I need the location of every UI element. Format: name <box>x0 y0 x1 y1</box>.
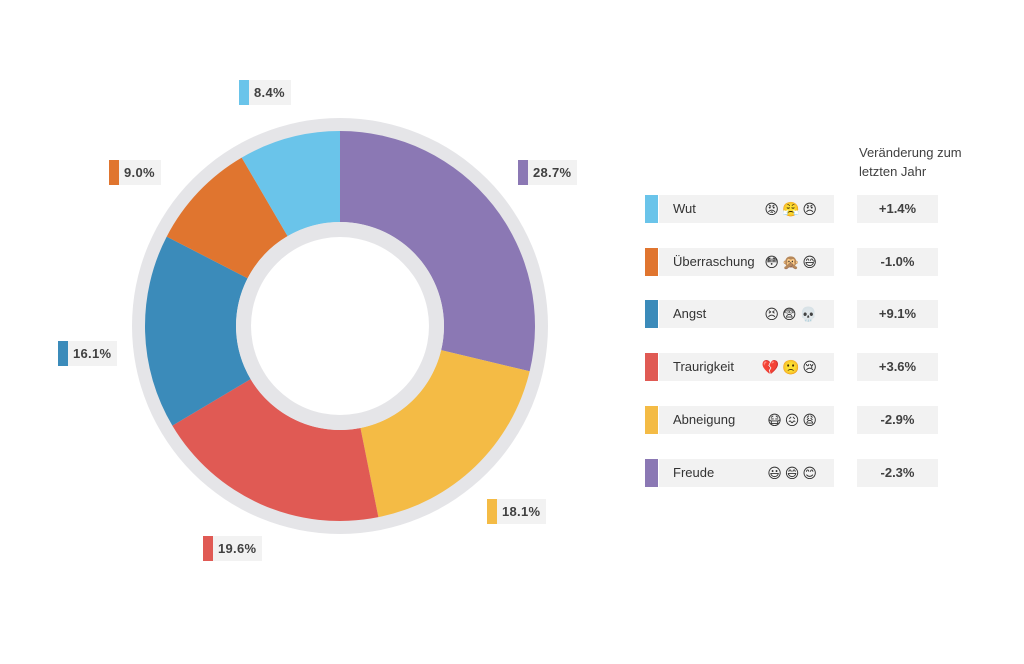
donut-slice-freude <box>340 131 535 372</box>
legend-row-wut: Wut 😡😤😠 +1.4% <box>645 195 938 223</box>
legend-label: Freude <box>673 465 715 480</box>
legend-label: Abneigung <box>673 412 736 427</box>
legend-emojis: 😣😨💀 <box>764 306 820 322</box>
slice-label-ueberraschung: 9.0% <box>109 160 161 185</box>
legend-emojis: 😃😄😊 <box>767 465 820 481</box>
legend-swatch <box>645 248 658 276</box>
legend-row-freude: Freude 😃😄😊 -2.3% <box>645 459 938 487</box>
legend-label-box: Traurigkeit 💔🙁😢 <box>659 353 834 381</box>
legend-row-abneigung: Abneigung 😷😖😩 -2.9% <box>645 406 938 434</box>
legend-emojis: 😳🙊😅 <box>764 254 820 270</box>
legend-header: Veränderung zum letzten Jahr <box>859 145 962 179</box>
legend-change-value: +1.4% <box>857 195 938 223</box>
legend-label: Traurigkeit <box>673 359 734 374</box>
slice-label-value: 18.1% <box>497 499 547 524</box>
legend-change-value: -1.0% <box>857 248 938 276</box>
legend-emojis: 💔🙁😢 <box>761 359 820 375</box>
slice-label-swatch <box>203 536 213 561</box>
slice-label-freude: 28.7% <box>518 160 578 185</box>
legend-change-value: -2.9% <box>857 406 938 434</box>
legend-change-value: -2.3% <box>857 459 938 487</box>
slice-label-value: 8.4% <box>249 80 291 105</box>
slice-label-swatch <box>518 160 528 185</box>
legend-swatch <box>645 195 658 223</box>
slice-label-swatch <box>239 80 249 105</box>
legend-label-box: Überraschung 😳🙊😅 <box>659 248 834 276</box>
slice-label-value: 9.0% <box>119 160 161 185</box>
donut-slice-ueberraschung <box>166 157 288 279</box>
legend-row-angst: Angst 😣😨💀 +9.1% <box>645 300 938 328</box>
slice-label-swatch <box>109 160 119 185</box>
slice-label-value: 19.6% <box>213 536 263 561</box>
donut-hole <box>251 237 429 415</box>
legend-row-ueberraschung: Überraschung 😳🙊😅 -1.0% <box>645 248 938 276</box>
slice-label-wut: 8.4% <box>239 80 291 105</box>
legend-change-value: +9.1% <box>857 300 938 328</box>
legend-label: Angst <box>673 306 707 321</box>
donut-slices <box>145 131 535 521</box>
legend-swatch <box>645 406 658 434</box>
legend-emojis: 😷😖😩 <box>767 412 820 428</box>
slice-label-swatch <box>487 499 497 524</box>
donut-slice-wut <box>241 131 340 237</box>
slice-label-value: 16.1% <box>68 341 118 366</box>
legend-swatch <box>645 353 658 381</box>
legend-label-box: Angst 😣😨💀 <box>659 300 834 328</box>
legend-label-box: Abneigung 😷😖😩 <box>659 406 834 434</box>
legend-swatch <box>645 300 658 328</box>
donut-slice-angst <box>145 236 251 426</box>
slice-label-abneigung: 18.1% <box>487 499 547 524</box>
slice-label-angst: 16.1% <box>58 341 118 366</box>
donut-slice-traurigkeit <box>172 379 379 521</box>
slice-label-value: 28.7% <box>528 160 578 185</box>
slice-label-swatch <box>58 341 68 366</box>
legend-swatch <box>645 459 658 487</box>
legend-label: Wut <box>673 201 696 216</box>
donut-slice-abneigung <box>360 350 530 518</box>
legend-emojis: 😡😤😠 <box>764 201 820 217</box>
legend-row-traurigkeit: Traurigkeit 💔🙁😢 +3.6% <box>645 353 938 381</box>
legend-label: Überraschung <box>673 254 755 269</box>
legend-label-box: Wut 😡😤😠 <box>659 195 834 223</box>
slice-label-traurigkeit: 19.6% <box>203 536 263 561</box>
legend-change-value: +3.6% <box>857 353 938 381</box>
legend-label-box: Freude 😃😄😊 <box>659 459 834 487</box>
